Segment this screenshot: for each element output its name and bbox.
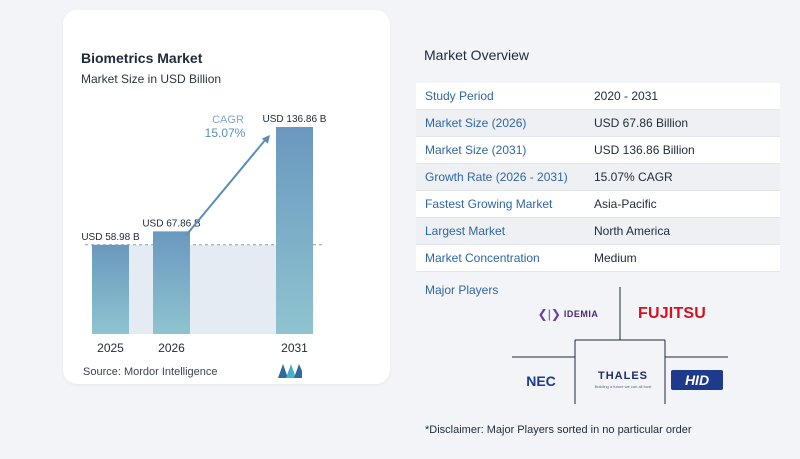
source-note: Source: Mordor Intelligence: [83, 366, 218, 378]
hid-logo: HID: [671, 370, 723, 390]
overview-row: Fastest Growing Market Asia-Pacific: [416, 191, 780, 218]
hid-wordmark: HID: [684, 372, 710, 388]
overview-value: Medium: [594, 251, 637, 265]
overview-value: USD 67.86 Billion: [594, 116, 689, 130]
fujitsu-wordmark: FUJITSU: [637, 305, 707, 322]
x-tick-2031: 2031: [281, 341, 308, 355]
chart-title: Biometrics Market: [81, 50, 203, 66]
thales-logo: THALES Building a future we can all trus…: [590, 366, 656, 392]
cagr-label: CAGR: [212, 114, 244, 126]
x-tick-2025: 2025: [97, 341, 124, 355]
cagr-value: 15.07%: [205, 126, 246, 140]
data-label-2026: USD 67.86 B: [142, 218, 201, 229]
overview-table: Study Period 2020 - 2031 Market Size (20…: [416, 83, 780, 272]
overview-row: Largest Market North America: [416, 218, 780, 245]
idemia-logo: ❮|❯ IDEMIA: [538, 305, 598, 323]
chart-card: Biometrics Market Market Size in USD Bil…: [63, 10, 390, 384]
overview-title: Market Overview: [424, 47, 530, 63]
overview-value: 2020 - 2031: [594, 89, 659, 103]
nec-wordmark: NEC: [526, 373, 556, 389]
overview-label: Study Period: [425, 89, 494, 103]
overview-row: Growth Rate (2026 - 2031) 15.07% CAGR: [416, 164, 780, 191]
mordor-logo-icon: [278, 364, 302, 378]
nec-logo: NEC: [520, 372, 562, 390]
overview-label: Fastest Growing Market: [425, 197, 553, 211]
overview-value: USD 136.86 Billion: [594, 143, 695, 157]
overview-row: Market Size (2031) USD 136.86 Billion: [416, 137, 780, 164]
idemia-wordmark: IDEMIA: [563, 309, 599, 319]
idemia-mark-icon: ❮|❯: [537, 307, 561, 321]
reference-shade: [129, 244, 276, 334]
overview-label: Market Size (2031): [425, 143, 527, 157]
bar-2025: [92, 244, 129, 334]
cagr-arrowhead: [261, 135, 270, 144]
bar-2031: [276, 127, 313, 334]
overview-label: Growth Rate (2026 - 2031): [425, 170, 568, 184]
overview-row: Market Concentration Medium: [416, 245, 780, 272]
overview-label: Market Concentration: [425, 251, 540, 265]
players-title: Major Players: [425, 283, 499, 297]
overview-value: North America: [594, 224, 671, 238]
cagr-arrow: [185, 138, 267, 237]
overview-row: Market Size (2026) USD 67.86 Billion: [416, 110, 780, 137]
data-label-2025: USD 58.98 B: [81, 232, 140, 243]
overview-value: Asia-Pacific: [594, 197, 657, 211]
data-label-2031: USD 136.86 B: [263, 114, 327, 125]
thales-tagline: Building a future we can all trust: [594, 383, 652, 389]
bar-2026: [153, 231, 190, 334]
disclaimer: *Disclaimer: Major Players sorted in no …: [425, 424, 692, 436]
bar-chart: USD 58.98 B 2025 USD 67.86 B 2026 USD 136.86…: [81, 114, 327, 355]
overview-label: Market Size (2026): [425, 116, 527, 130]
x-tick-2026: 2026: [158, 341, 185, 355]
overview-row: Study Period 2020 - 2031: [416, 83, 780, 110]
overview-label: Largest Market: [425, 224, 506, 238]
fujitsu-logo: FUJITSU: [637, 303, 707, 325]
overview-value: 15.07% CAGR: [594, 170, 673, 184]
chart-subtitle: Market Size in USD Billion: [81, 72, 222, 86]
thales-wordmark: THALES: [598, 369, 648, 382]
